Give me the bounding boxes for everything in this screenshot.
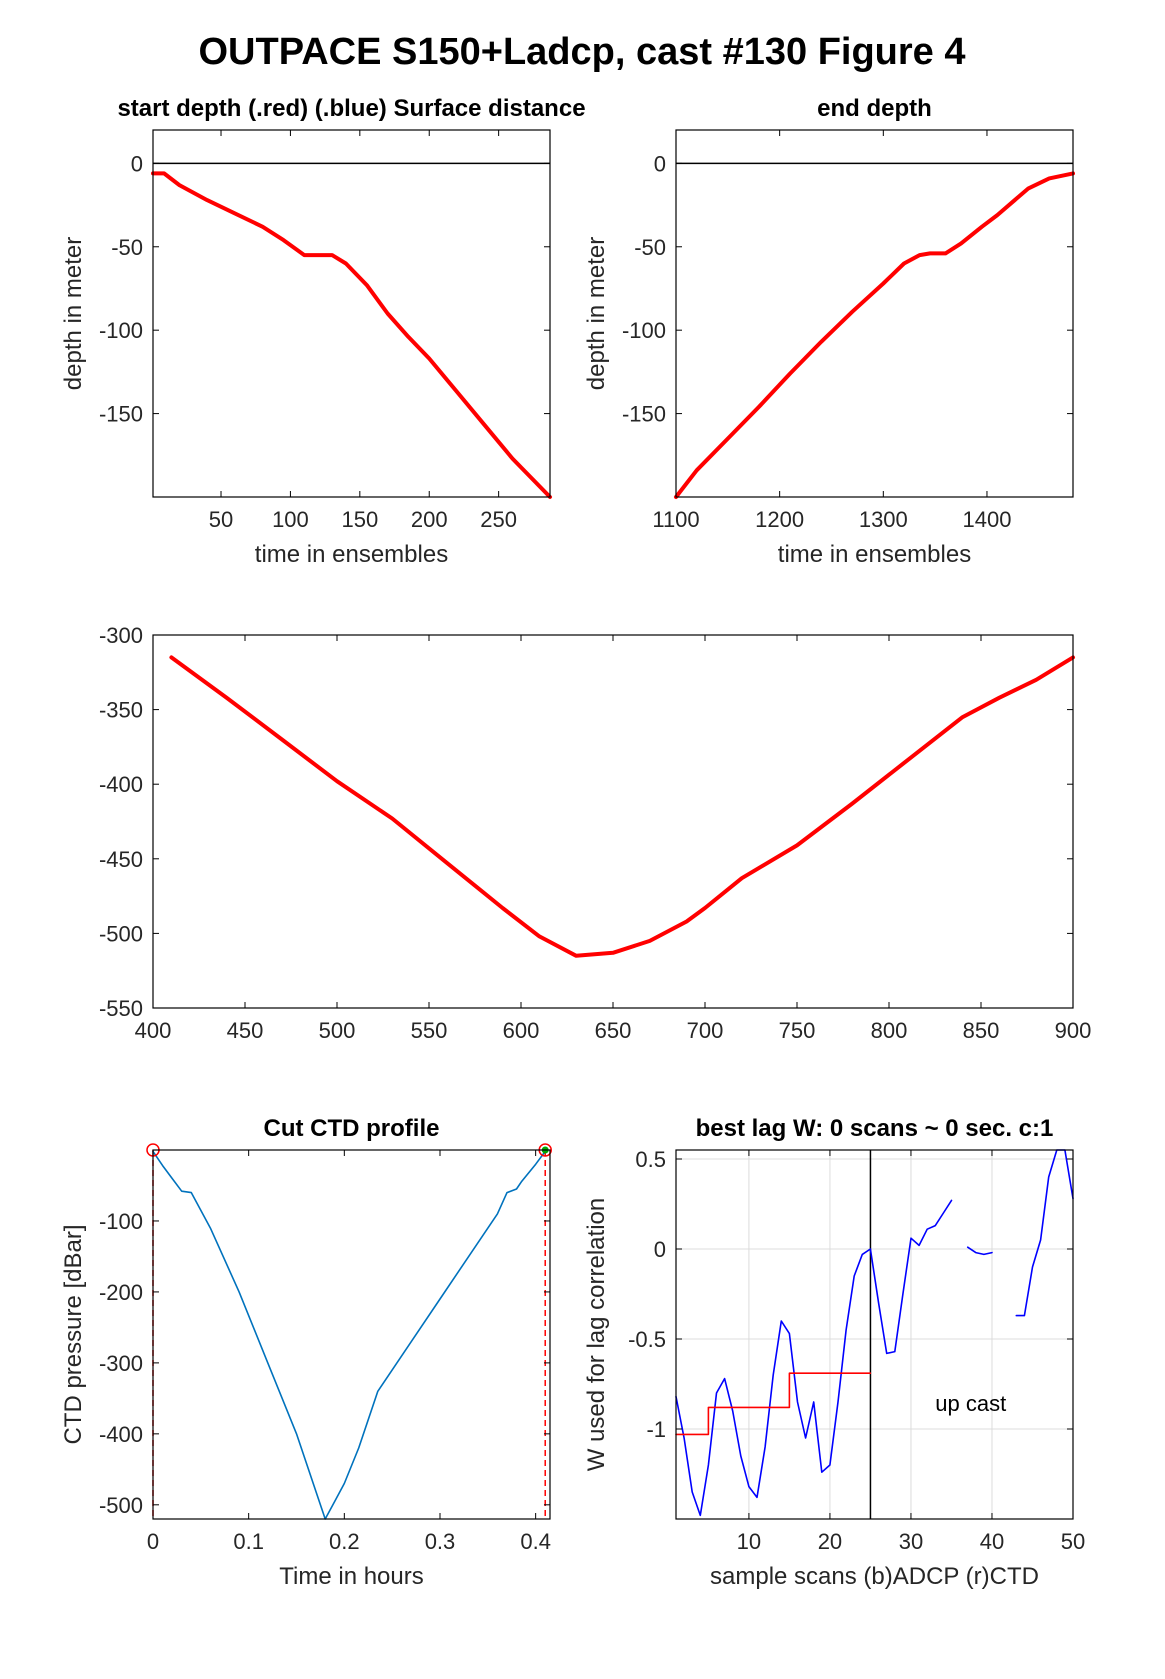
y-tick-label: -50 [634, 235, 666, 260]
x-axis-label: time in ensembles [778, 541, 971, 568]
x-tick-label: 0.1 [233, 1529, 264, 1554]
x-tick-label: 40 [980, 1529, 1004, 1554]
x-tick-label: 0 [147, 1529, 159, 1554]
y-tick-label: -200 [99, 1280, 143, 1305]
y-tick-label: 0.5 [635, 1147, 666, 1172]
y-tick-label: -300 [99, 623, 143, 648]
x-axis-label: time in ensembles [255, 541, 448, 568]
panel-title: Cut CTD profile [264, 1115, 440, 1142]
x-tick-label: 800 [871, 1018, 908, 1043]
plot-area [153, 1150, 550, 1519]
series-line-0 [169, 655, 1075, 958]
series-line-0 [674, 171, 1075, 499]
x-tick-label: 600 [503, 1018, 540, 1043]
y-axis-label: CTD pressure [dBar] [60, 1224, 87, 1444]
x-tick-label: 0.3 [425, 1529, 456, 1554]
y-axis-label: depth in meter [583, 237, 610, 390]
series-line-1 [675, 1372, 872, 1436]
x-tick-label: 0.2 [329, 1529, 360, 1554]
x-tick-label: 50 [209, 507, 233, 532]
x-tick-label: 500 [319, 1018, 356, 1043]
y-tick-label: -150 [622, 402, 666, 427]
y-tick-label: -0.5 [628, 1327, 666, 1352]
x-tick-label: 1300 [859, 507, 908, 532]
panel-title: best lag W: 0 scans ~ 0 sec. c:1 [696, 1115, 1054, 1142]
middle-depth-panel: 400 450 500 550 600 650 700 750 800 850 900 -300 -35… [99, 623, 1091, 1043]
x-tick-label: 1200 [755, 507, 804, 532]
x-tick-label: 200 [411, 507, 448, 532]
x-tick-label: 30 [899, 1529, 923, 1554]
y-tick-label: -500 [99, 921, 143, 946]
x-tick-label: 450 [227, 1018, 264, 1043]
series-line-0 [675, 1199, 953, 1517]
cut-ctd-profile-panel: 0 0.1 0.2 0.3 0.4 -100 -200 -300 -400 -500 Cut CTD… [60, 1115, 552, 1590]
figure-title: OUTPACE S150+Ladcp, cast #130 Figure 4 [199, 31, 966, 73]
y-tick-label: -50 [111, 235, 143, 260]
x-tick-label: 100 [272, 507, 309, 532]
axes-box [675, 1149, 1074, 1520]
series-line-0 [152, 1150, 547, 1520]
best-lag-panel: 10 20 30 40 50 0.5 0 -0.5 -1 best lag W: 0 scans … [583, 1115, 1085, 1590]
y-tick-label: -100 [99, 318, 143, 343]
axes-box [152, 129, 551, 498]
x-tick-label: 850 [963, 1018, 1000, 1043]
x-tick-label: 150 [341, 507, 378, 532]
x-tick-label: 0.4 [520, 1529, 551, 1554]
axes-box [675, 129, 1074, 498]
x-tick-label: 10 [737, 1529, 761, 1554]
x-tick-label: 250 [480, 507, 517, 532]
x-tick-label: 1100 [652, 507, 699, 532]
y-tick-label: -450 [99, 847, 143, 872]
y-tick-label: 0 [654, 1237, 666, 1262]
annotation-label: up cast [935, 1391, 1006, 1416]
end-depth-panel: 1100 1200 1300 1400 0 -50 -100 -150 end depth tim… [583, 95, 1075, 568]
y-tick-label: -1 [646, 1417, 666, 1442]
x-tick-label: 900 [1055, 1018, 1092, 1043]
series-line-0 [966, 1246, 993, 1256]
x-tick-label: 400 [135, 1018, 172, 1043]
plot-area [676, 130, 1073, 497]
x-tick-label: 550 [411, 1018, 448, 1043]
x-tick-label: 50 [1061, 1529, 1085, 1554]
y-tick-label: -350 [99, 698, 143, 723]
y-tick-label: -300 [99, 1351, 143, 1376]
x-tick-label: 1400 [962, 507, 1011, 532]
plot-area [153, 130, 550, 497]
plot-area [153, 635, 1073, 1008]
start-depth-panel: 50 100 150 200 250 0 -50 -100 -150 start depth (.… [60, 95, 586, 568]
plot-area [676, 1150, 1073, 1519]
y-tick-label: -550 [99, 996, 143, 1021]
y-axis-label: depth in meter [60, 237, 87, 390]
y-axis-label: W used for lag correlation [583, 1198, 610, 1471]
y-tick-label: 0 [131, 151, 143, 176]
x-tick-label: 20 [818, 1529, 842, 1554]
panel-title: start depth (.red) (.blue) Surface dista… [117, 95, 585, 122]
y-tick-label: -150 [99, 402, 143, 427]
x-tick-label: 750 [779, 1018, 816, 1043]
panel-title: end depth [817, 95, 932, 122]
y-tick-label: -100 [99, 1209, 143, 1234]
y-tick-label: 0 [654, 151, 666, 176]
series-line-0 [151, 171, 552, 499]
x-axis-label: sample scans (b)ADCP (r)CTD [710, 1563, 1039, 1590]
y-tick-label: -400 [99, 1422, 143, 1447]
y-tick-label: -400 [99, 772, 143, 797]
y-tick-label: -100 [622, 318, 666, 343]
y-tick-label: -500 [99, 1493, 143, 1518]
x-tick-label: 650 [595, 1018, 632, 1043]
x-axis-label: Time in hours [279, 1563, 424, 1590]
axes-box [152, 1149, 551, 1520]
x-tick-label: 700 [687, 1018, 724, 1043]
